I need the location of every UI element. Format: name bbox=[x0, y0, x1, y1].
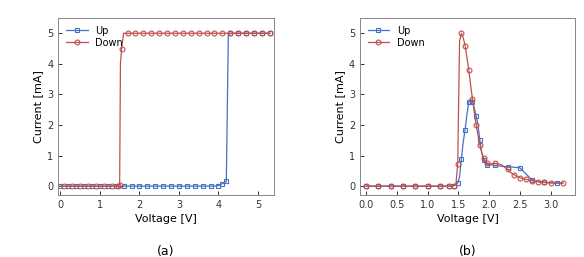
Down bbox=[118, 47, 125, 50]
Up bbox=[559, 181, 566, 185]
Up bbox=[469, 100, 476, 104]
X-axis label: Voltage [V]: Voltage [V] bbox=[135, 214, 197, 224]
Y-axis label: Current [mA]: Current [mA] bbox=[33, 70, 43, 143]
Line: Down: Down bbox=[58, 31, 272, 189]
Up bbox=[486, 163, 493, 166]
Up bbox=[553, 181, 560, 185]
Up bbox=[436, 185, 443, 188]
Up bbox=[529, 179, 536, 182]
Up bbox=[460, 140, 467, 143]
Down bbox=[363, 185, 370, 188]
Up bbox=[465, 100, 472, 104]
Up bbox=[472, 114, 479, 117]
Legend: Up, Down: Up, Down bbox=[63, 23, 126, 51]
Down bbox=[369, 185, 376, 188]
Up bbox=[482, 162, 489, 165]
Down bbox=[112, 185, 119, 188]
Up bbox=[480, 159, 487, 162]
Up bbox=[266, 32, 273, 35]
Up bbox=[116, 185, 123, 188]
Down bbox=[513, 175, 520, 178]
Up bbox=[412, 185, 419, 188]
Line: Down: Down bbox=[364, 31, 565, 189]
Up bbox=[207, 185, 214, 188]
Up bbox=[454, 181, 461, 185]
Up bbox=[510, 166, 517, 169]
Down bbox=[57, 185, 64, 188]
Text: (b): (b) bbox=[459, 245, 477, 257]
Up bbox=[446, 185, 453, 188]
Up bbox=[393, 185, 400, 188]
Legend: Up, Down: Up, Down bbox=[365, 23, 427, 51]
Up bbox=[65, 185, 72, 188]
Up bbox=[227, 32, 234, 35]
Up bbox=[547, 181, 554, 184]
Line: Up: Up bbox=[58, 31, 272, 189]
Down bbox=[89, 185, 96, 188]
Down bbox=[215, 32, 222, 35]
Down bbox=[535, 180, 542, 183]
Down bbox=[266, 32, 273, 35]
Up bbox=[456, 176, 463, 179]
Up bbox=[475, 123, 482, 126]
Up bbox=[443, 185, 450, 188]
Up bbox=[57, 185, 64, 188]
Down bbox=[211, 32, 218, 35]
Up bbox=[450, 184, 457, 187]
Up bbox=[418, 185, 425, 188]
Up bbox=[464, 113, 471, 116]
Up bbox=[399, 185, 406, 188]
Up bbox=[458, 157, 465, 160]
Down bbox=[484, 162, 491, 165]
Down bbox=[523, 178, 530, 181]
Up bbox=[478, 151, 485, 154]
Up bbox=[369, 185, 376, 188]
Up bbox=[152, 185, 159, 188]
Up bbox=[387, 185, 394, 188]
Up bbox=[406, 185, 413, 188]
Down bbox=[446, 185, 453, 188]
Up bbox=[430, 185, 437, 188]
Up bbox=[381, 185, 388, 188]
Up bbox=[453, 183, 460, 186]
Up bbox=[504, 165, 511, 168]
Up bbox=[471, 107, 478, 110]
Up bbox=[541, 181, 548, 184]
Up bbox=[461, 128, 468, 131]
Up bbox=[498, 165, 505, 168]
Up bbox=[449, 185, 456, 188]
Up bbox=[535, 180, 542, 183]
Down bbox=[114, 184, 121, 187]
Text: (a): (a) bbox=[157, 245, 175, 257]
Up bbox=[516, 166, 523, 169]
Up bbox=[424, 185, 431, 188]
Up bbox=[477, 139, 484, 142]
Up bbox=[69, 185, 76, 188]
Y-axis label: Current [mA]: Current [mA] bbox=[335, 70, 345, 143]
Down bbox=[387, 185, 394, 188]
Up bbox=[492, 164, 499, 167]
Up bbox=[375, 185, 382, 188]
Up bbox=[363, 185, 370, 188]
Up bbox=[211, 185, 218, 188]
Down bbox=[65, 185, 72, 188]
Up bbox=[523, 172, 530, 176]
Up bbox=[467, 97, 474, 100]
Down bbox=[559, 181, 566, 185]
X-axis label: Voltage [V]: Voltage [V] bbox=[437, 214, 499, 224]
Up bbox=[484, 163, 491, 166]
Down bbox=[458, 32, 465, 35]
Line: Up: Up bbox=[364, 97, 565, 189]
